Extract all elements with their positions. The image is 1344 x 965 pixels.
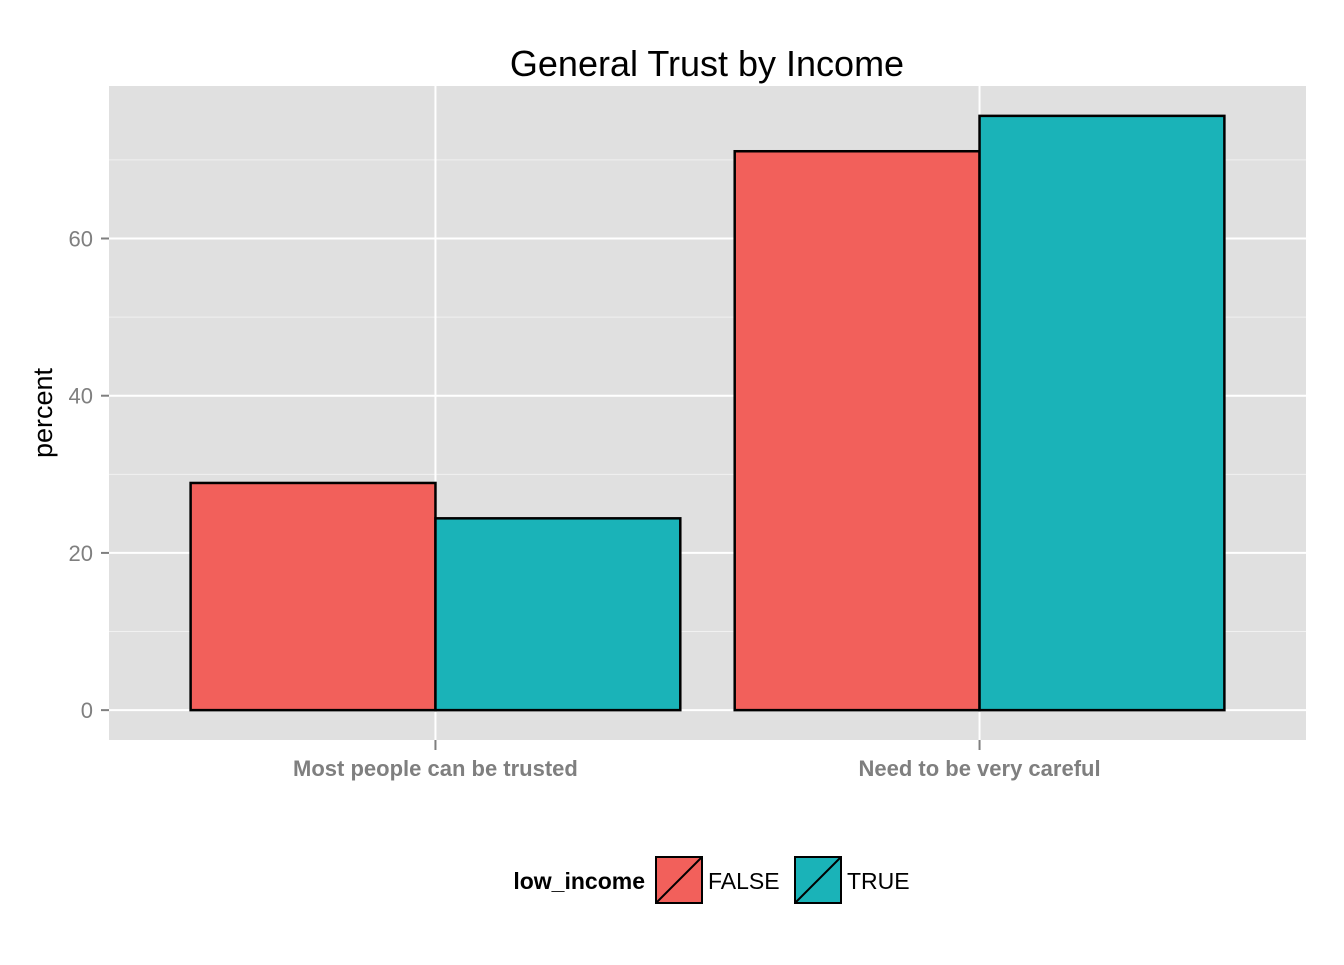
bar [978,114,1226,712]
legend-title: low_income [513,868,645,894]
legend: low_income FALSE TRUE [513,856,910,904]
chart-title: General Trust by Income [510,43,904,84]
bar [434,517,682,712]
y-tick-label: 60 [69,226,93,251]
y-tick-label: 40 [69,384,93,409]
legend-label: FALSE [708,868,780,894]
legend-label: TRUE [847,868,910,894]
legend-key-slash [655,856,703,904]
bar [733,149,981,712]
y-tick-label: 0 [81,698,93,723]
x-tick-label: Most people can be trusted [293,756,578,781]
x-tick-label: Need to be very careful [858,756,1100,781]
bar [189,481,437,712]
bar-layer [189,114,1226,712]
axis-layer: 0 20 40 60 Most people can be trusted Need to… [69,226,1101,781]
y-tick-label: 20 [69,541,93,566]
legend-key-slash [794,856,842,904]
y-axis-label: percent [28,367,58,458]
